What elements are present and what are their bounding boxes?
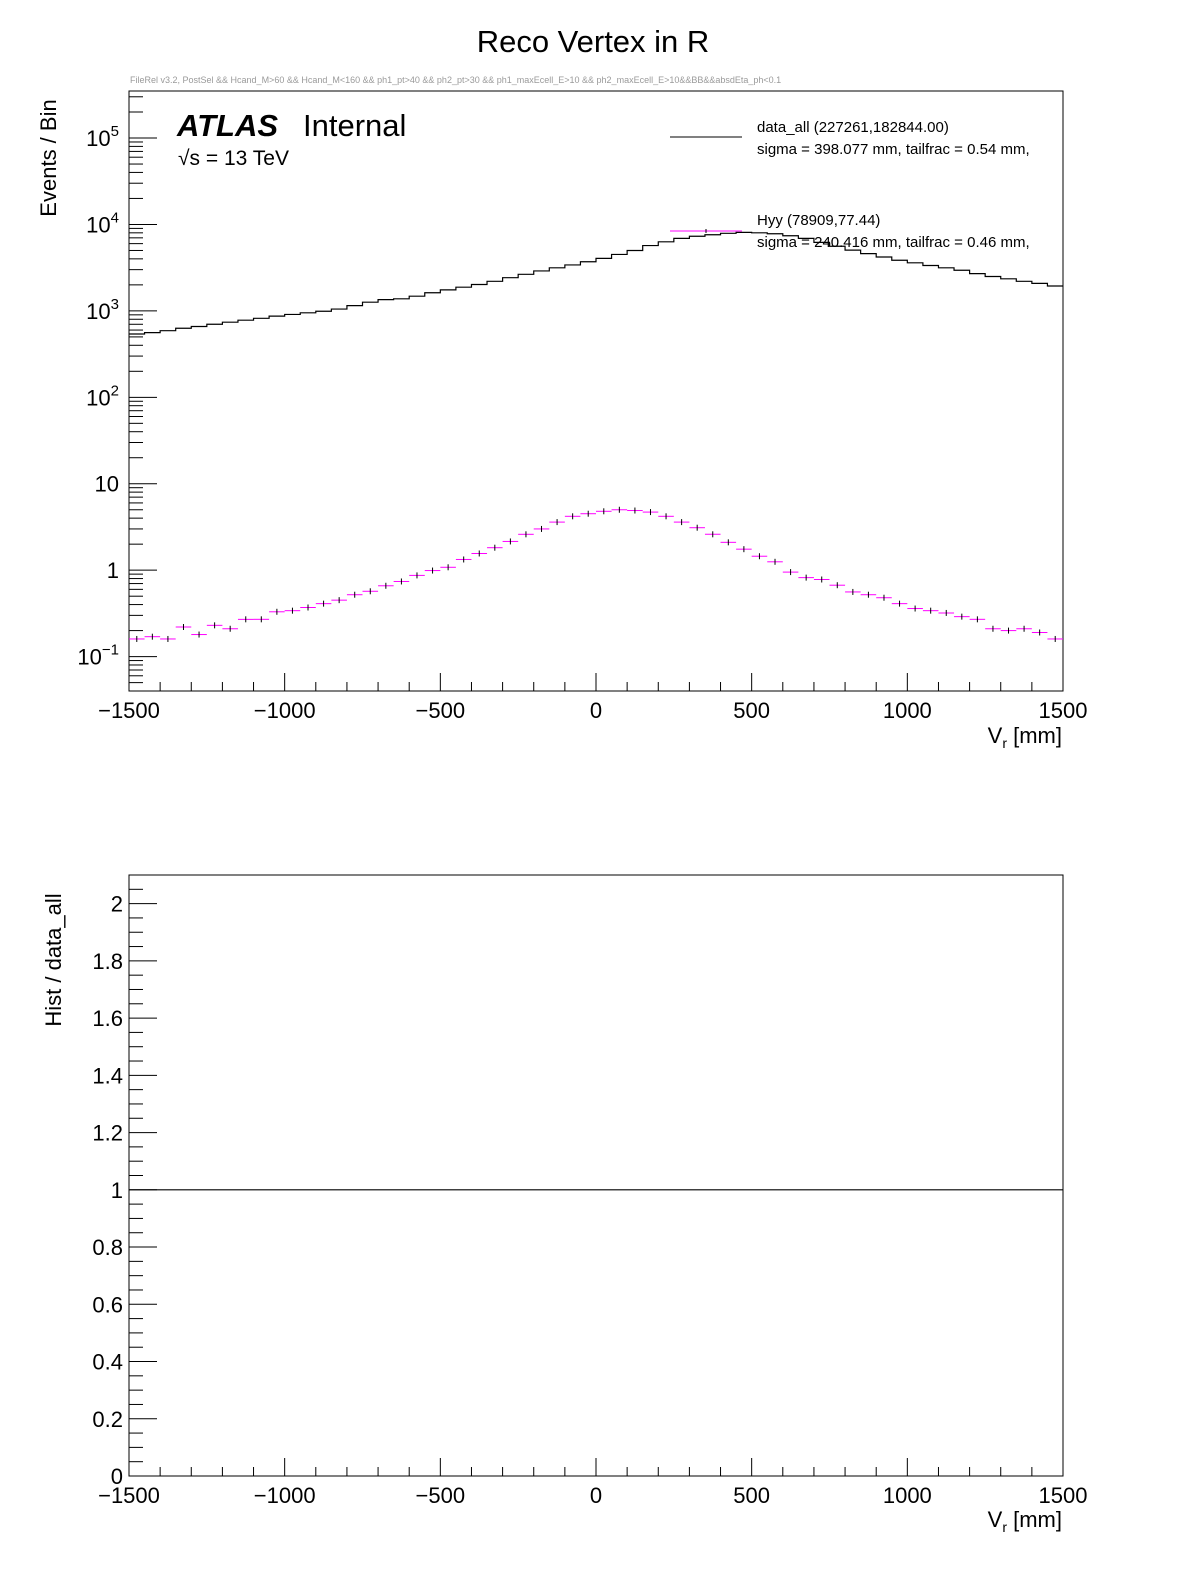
y-tick-label: 0 <box>111 1464 123 1489</box>
bottom-x-ticks: −1500 −1000 −500 0 500 1000 1500 <box>98 1458 1087 1508</box>
x-tick-label: 0 <box>590 698 602 723</box>
top-x-ticks: −1500 −1000 −500 0 500 1000 1500 <box>98 673 1087 723</box>
x-tick-label: −1000 <box>254 1483 316 1508</box>
top-x-axis-title: Vr [mm] <box>988 723 1062 751</box>
y-tick-label: 1.8 <box>92 949 123 974</box>
internal-label: Internal <box>303 108 406 143</box>
y-tick-label: 1 <box>111 1178 123 1203</box>
legend: data_all (227261,182844.00) sigma = 398.… <box>670 119 1030 251</box>
y-tick-label: 10−1 <box>77 642 119 670</box>
x-tick-label: 500 <box>733 1483 770 1508</box>
top-series <box>129 231 1063 642</box>
atlas-label: ATLAS <box>176 108 278 143</box>
x-tick-label: −1500 <box>98 698 160 723</box>
selection-cut-string: FileRel v3.2, PostSel && Hcand_M>60 && H… <box>130 75 781 85</box>
top-frame <box>128 90 1064 692</box>
x-tick-label: 1500 <box>1039 1483 1088 1508</box>
y-tick-label: 105 <box>86 123 119 151</box>
y-tick-label: 0.8 <box>92 1235 123 1260</box>
top-y-axis-title: Events / Bin <box>36 99 61 216</box>
x-tick-label: 500 <box>733 698 770 723</box>
y-tick-label: 1.4 <box>92 1063 123 1088</box>
y-tick-label: 104 <box>86 209 119 237</box>
legend-data-all-label: data_all (227261,182844.00) <box>757 119 949 136</box>
chart-title: Reco Vertex in R <box>477 24 710 59</box>
x-tick-label: 1000 <box>883 1483 932 1508</box>
legend-hyy-label: Hyy (78909,77.44) <box>757 212 880 229</box>
y-tick-label: 0.4 <box>92 1350 123 1375</box>
x-tick-label: −500 <box>416 1483 466 1508</box>
top-panel: −1500 −1000 −500 0 500 1000 1500 105 104 103 102 1… <box>36 90 1087 751</box>
y-tick-label: 0.6 <box>92 1292 123 1317</box>
x-tick-label: −1000 <box>254 698 316 723</box>
bottom-x-axis-title: Vr [mm] <box>988 1507 1062 1535</box>
energy-label: √s = 13 TeV <box>178 147 289 170</box>
x-tick-label: 0 <box>590 1483 602 1508</box>
bottom-y-ticks: 0 0.2 0.4 0.6 0.8 1 1.2 1.4 1.6 1.8 2 <box>92 874 157 1489</box>
y-tick-label: 102 <box>86 382 119 410</box>
data-all-histogram <box>129 231 1063 335</box>
bottom-panel: −1500 −1000 −500 0 500 1000 1500 0 0.2 0.4 0.6 0.8… <box>41 874 1087 1535</box>
y-tick-label: 0.2 <box>92 1407 123 1432</box>
x-tick-label: 1000 <box>883 698 932 723</box>
legend-hyy-detail: sigma = 240.416 mm, tailfrac = 0.46 mm, <box>757 234 1030 251</box>
y-tick-label: 2 <box>111 892 123 917</box>
bottom-y-axis-title: Hist / data_all <box>41 893 66 1026</box>
bottom-frame <box>128 874 1064 1477</box>
x-tick-label: −1500 <box>98 1483 160 1508</box>
y-tick-label: 10 <box>95 472 119 497</box>
y-tick-label: 103 <box>86 296 119 324</box>
x-tick-label: 1500 <box>1039 698 1088 723</box>
legend-data-all-detail: sigma = 398.077 mm, tailfrac = 0.54 mm, <box>757 141 1030 158</box>
y-tick-label: 1.6 <box>92 1006 123 1031</box>
x-tick-label: −500 <box>416 698 466 723</box>
y-tick-label: 1 <box>107 558 119 583</box>
y-tick-label: 1.2 <box>92 1121 123 1146</box>
